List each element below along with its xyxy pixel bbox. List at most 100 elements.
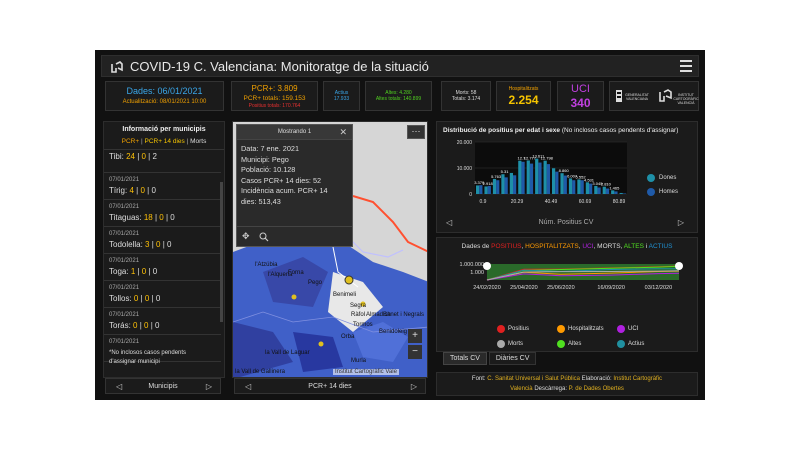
generalitat-text: GENERALITAT VALENCIANA (625, 93, 649, 101)
sidebar-title: Informació per municipis (122, 126, 206, 133)
row-values: Todolella: 3 | 0 | 0 (109, 240, 172, 249)
sidebar-scrollbar[interactable] (220, 182, 223, 322)
x-tick-label: 25/06/2020 (547, 285, 575, 291)
legend-swatch (617, 325, 625, 333)
legend-label: Actius (628, 341, 645, 347)
data-label: 3.379 (474, 180, 485, 185)
chart1-title: Distribució de positius per edat i sexe … (443, 127, 678, 134)
elab-link[interactable]: Institut Cartogràfic (613, 376, 663, 382)
legend-swatch (497, 325, 505, 333)
font-link[interactable]: C. Sanitat Universal i Salut Pública (487, 376, 580, 382)
legend-label: Hospitalitzats (568, 326, 604, 332)
y-tick-label: 0 (469, 192, 472, 198)
zoom-in-button[interactable]: + (408, 329, 422, 343)
x-tick-label: 24/02/2020 (473, 285, 501, 291)
bar-dones (560, 173, 564, 194)
x-tick-label: 16/09/2020 (597, 285, 625, 291)
page-title: COVID-19 C. Valenciana: Monitoratge de l… (130, 59, 429, 74)
next-arrow-icon[interactable]: ▷ (410, 382, 417, 391)
bar-homes (589, 183, 593, 194)
bar-homes (546, 164, 550, 194)
popup-line: dies: 513,43 (241, 196, 281, 206)
altes-total: Altes totals: 140.899 (375, 96, 422, 102)
footer-line-2: Valencià Descàrrega: P. de Dades Obertes (437, 386, 697, 392)
next-arrow-icon[interactable]: ▷ (205, 382, 212, 391)
map-place-label: Orba (341, 334, 355, 340)
y-tick-label: 20.000 (457, 140, 473, 146)
x-tick-label: 03/12/2020 (645, 285, 673, 291)
icv-text: INSTITUT CARTOGRÀFIC VALENCIÀ (673, 93, 699, 105)
row-date: 07/01/2021 (109, 258, 140, 264)
series-line-morts (486, 270, 680, 281)
list-item[interactable]: 07/01/2021 Tírig: 4 | 0 | 0 (104, 173, 221, 200)
row-pcr: 0 (133, 321, 138, 330)
list-item[interactable]: 07/01/2021 Tollos: 0 | 0 | 0 (104, 281, 221, 308)
filter-separator: | (186, 138, 189, 145)
list-item[interactable]: 07/01/2021 Titaguas: 18 | 0 | 0 (104, 200, 221, 227)
tab-totals[interactable]: Totals CV (443, 352, 487, 365)
timeline-tabs: Totals CV Diàries CV (443, 352, 537, 365)
desc-label: Descàrrega: (534, 386, 567, 392)
bar-dones (602, 186, 606, 194)
row-pcr14: 0 (159, 213, 164, 222)
chart2-title-prefix: Dades de (461, 243, 492, 250)
row-pcr: 18 (143, 213, 153, 222)
map-place-label: Almadich (366, 312, 391, 318)
prev-arrow-icon[interactable]: ◁ (446, 218, 453, 227)
filter-morts[interactable]: Morts (190, 138, 207, 145)
range-slider-end[interactable] (675, 262, 683, 270)
bar-homes (513, 175, 517, 194)
next-arrow-icon[interactable]: ▷ (677, 218, 684, 227)
zoom-out-button[interactable]: − (408, 345, 422, 359)
data-label: 12.7 (518, 156, 527, 161)
close-icon[interactable]: ✕ (339, 127, 347, 137)
row-morts: 0 (151, 186, 156, 195)
prev-arrow-icon[interactable]: ◁ (116, 382, 123, 391)
list-item[interactable]: Tibi: 24 | 0 | 2 (104, 146, 221, 173)
move-icon[interactable]: ✥ (242, 231, 250, 241)
chart1-title-note: (No inclosos casos pendents d'assignar) (561, 127, 679, 134)
zoom-to-icon[interactable] (259, 232, 269, 242)
row-date: 07/01/2021 (109, 285, 140, 291)
row-name: Tibi: (109, 152, 124, 161)
row-morts: 0 (155, 321, 160, 330)
icv-logo (659, 89, 672, 102)
nav-label: Municipis (148, 383, 178, 390)
bar-dones (492, 178, 497, 194)
font-label: Font: (471, 376, 486, 382)
altes-label: Altes: 4.280 (385, 90, 412, 96)
hamburger-menu-icon[interactable] (680, 60, 692, 72)
desc-link[interactable]: P. de Dades Obertes (568, 386, 624, 392)
row-pcr14: 0 (141, 267, 147, 276)
row-pcr: 1 (130, 267, 136, 276)
list-item[interactable]: 07/01/2021 Toga: 1 | 0 | 0 (104, 254, 221, 281)
timeline-line-chart: 1.000.000 1.000 24/02/2020 25/04/2020 25/06/… (460, 262, 683, 291)
bar-dones (585, 182, 589, 194)
range-slider-start[interactable] (483, 262, 491, 270)
row-values: Toga: 1 | 0 | 0 (109, 267, 158, 276)
elab-link-2[interactable]: Valencià (510, 386, 533, 392)
bar-dones (611, 190, 615, 194)
data-label: 1.465 (609, 185, 620, 190)
age-sex-chart-panel: Distribució de positius per edat i sexe … (436, 121, 698, 233)
x-tick-label: 80.89 (613, 199, 626, 205)
logos-card: GENERALITAT VALENCIANA INSTITUT CARTOGRÀ… (609, 81, 699, 111)
filter-pcr[interactable]: PCR+ (121, 138, 140, 145)
prev-arrow-icon[interactable]: ◁ (245, 382, 252, 391)
tab-diaries[interactable]: Diàries CV (488, 352, 537, 365)
map-place-label: la Vall de Laguar (265, 350, 310, 356)
bar-homes (555, 171, 559, 194)
list-item[interactable]: 07/01/2021 (104, 335, 221, 362)
pcr-totals: PCR+ totals: 159.153 (243, 95, 306, 102)
bar-dones (526, 160, 530, 194)
municipis-panel: Informació per municipis PCR+ | PCR+ 14 … (103, 121, 225, 378)
hosp-value: 2.254 (508, 93, 539, 107)
list-item[interactable]: 07/01/2021 Todolella: 3 | 0 | 0 (104, 227, 221, 254)
bar-dones (484, 186, 488, 194)
actius-value: 17.933 (333, 96, 350, 102)
list-item[interactable]: 07/01/2021 Torás: 0 | 0 | 0 (104, 308, 221, 335)
row-pcr14: 0 (144, 294, 150, 303)
more-icon[interactable]: ⋯ (407, 125, 425, 139)
filter-pcr14[interactable]: PCR+ 14 dies (144, 138, 185, 145)
row-values: Tibi: 24 | 0 | 2 (109, 152, 157, 161)
